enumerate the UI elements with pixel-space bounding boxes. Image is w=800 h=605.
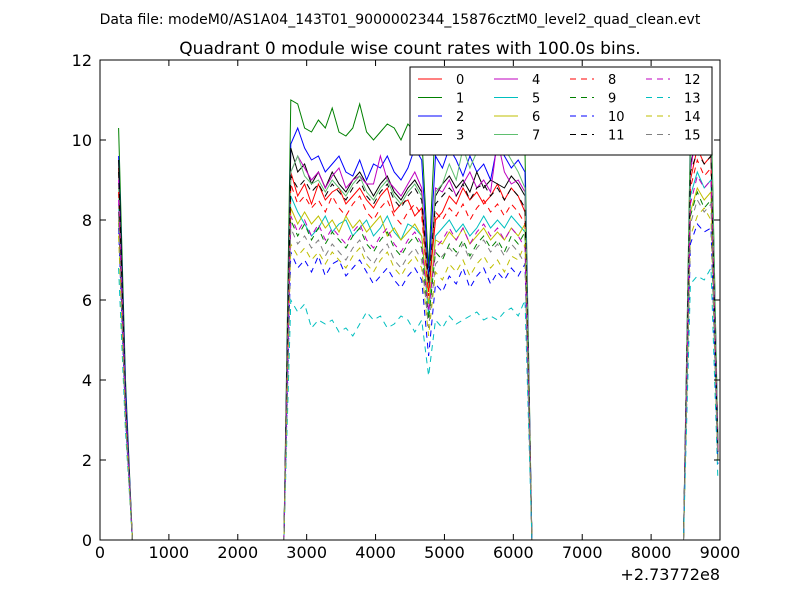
y-tick-label: 6	[82, 291, 92, 310]
series-line-14	[118, 207, 719, 540]
legend-label-4: 4	[532, 73, 540, 88]
legend-label-0: 0	[456, 73, 464, 88]
legend-label-15: 15	[684, 129, 701, 144]
legend-label-9: 9	[608, 92, 616, 107]
x-tick-label: 4000	[355, 543, 396, 562]
series-line-0	[118, 146, 719, 540]
legend-label-6: 6	[532, 110, 540, 125]
y-tick-label: 8	[82, 211, 92, 230]
series-line-3	[118, 134, 719, 540]
legend-label-12: 12	[684, 73, 701, 88]
x-tick-label: 8000	[631, 543, 672, 562]
series-line-10	[118, 223, 719, 540]
series-line-5	[118, 170, 719, 540]
y-tick-label: 10	[72, 131, 92, 150]
chart-title: Quadrant 0 module wise count rates with …	[179, 39, 640, 59]
x-tick-label: 1000	[149, 543, 190, 562]
legend-box	[409, 66, 713, 156]
x-tick-label: 9000	[700, 543, 741, 562]
series-line-9	[118, 190, 719, 540]
x-tick-label: 2000	[217, 543, 258, 562]
y-tick-label: 12	[72, 51, 92, 70]
legend-label-7: 7	[532, 129, 540, 144]
series-line-4	[118, 123, 719, 540]
y-tick-label: 4	[82, 371, 92, 390]
series-line-6	[118, 186, 719, 540]
x-tick-label: 6000	[493, 543, 534, 562]
series-line-8	[118, 158, 719, 540]
legend-label-13: 13	[684, 92, 701, 107]
legend-label-8: 8	[608, 73, 616, 88]
chart-suptitle: Data file: modeM0/AS1A04_143T01_90000023…	[100, 12, 701, 28]
legend-label-5: 5	[532, 92, 540, 107]
x-offset-label: +2.73772e8	[620, 565, 720, 584]
axes-layer: 0 1000 2000 3000 4000 5000 6000 7000 8000 9000 0 2 4…	[72, 51, 741, 562]
legend-label-14: 14	[684, 110, 701, 125]
series-line-7	[118, 98, 719, 540]
x-tick-label: 5000	[424, 543, 465, 562]
x-tick-label: 7000	[562, 543, 603, 562]
legend-label-2: 2	[456, 110, 464, 125]
series-line-15	[118, 198, 719, 540]
legend-label-10: 10	[608, 110, 625, 125]
legend-label-3: 3	[456, 129, 464, 144]
series-line-2	[118, 107, 719, 540]
legend-label-11: 11	[608, 129, 625, 144]
x-tick-label: 3000	[286, 543, 327, 562]
legend-label-1: 1	[456, 92, 464, 107]
y-tick-label: 0	[82, 531, 92, 550]
x-tick-label: 0	[95, 543, 105, 562]
y-tick-label: 2	[82, 451, 92, 470]
series-line-13	[118, 266, 719, 540]
